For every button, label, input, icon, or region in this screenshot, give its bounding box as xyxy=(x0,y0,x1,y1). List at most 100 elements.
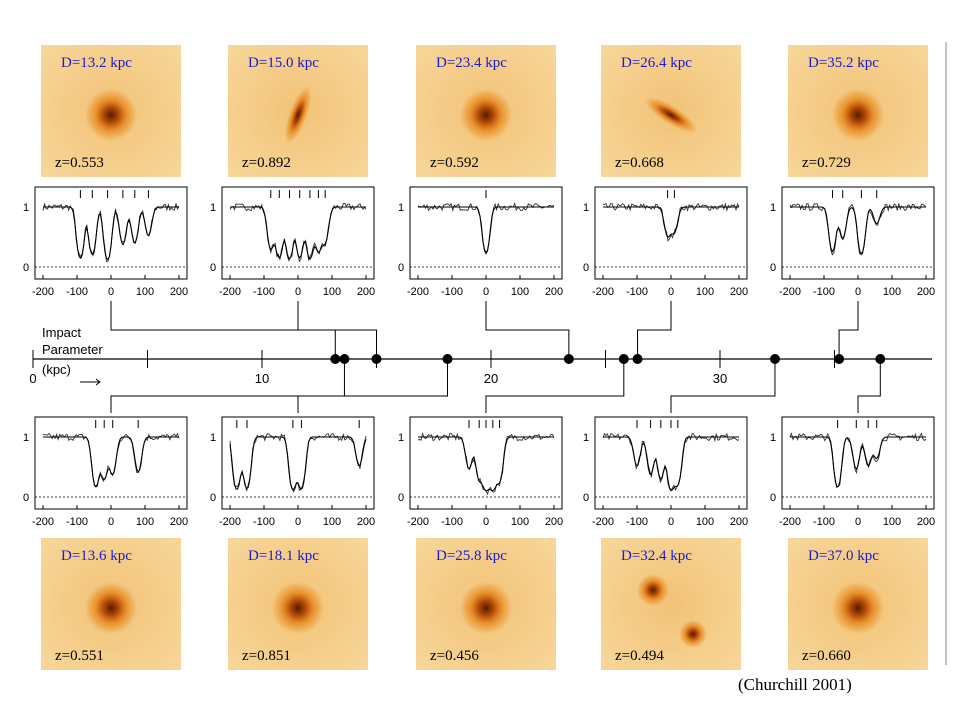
x-tick-label: -100 xyxy=(66,516,88,528)
x-tick-label: -200 xyxy=(779,516,801,528)
distance-label: D=35.2 kpc xyxy=(808,55,879,71)
x-tick-label: -200 xyxy=(407,516,429,528)
spectrum-model-line xyxy=(43,206,179,261)
spectrum-data-line xyxy=(789,203,927,256)
x-tick-label: -100 xyxy=(441,516,463,528)
y-tick-label: 0 xyxy=(210,492,216,504)
connector-g9 xyxy=(670,359,776,413)
spectrum-data-line xyxy=(42,432,180,488)
spectrum-frame xyxy=(781,186,935,280)
galaxy-blob xyxy=(645,97,697,133)
galaxy-blob xyxy=(85,89,137,141)
x-tick-label: 100 xyxy=(323,286,341,298)
x-tick-label: 100 xyxy=(883,286,901,298)
y-tick-label: 0 xyxy=(23,492,29,504)
spectrum-data-line xyxy=(789,432,927,489)
galaxy-blob xyxy=(832,582,884,634)
galaxy-blob xyxy=(284,86,312,144)
connector-g4 xyxy=(637,301,672,359)
connector-g2 xyxy=(297,301,377,359)
axis-label-line-2: Parameter xyxy=(42,342,103,357)
spectrum-data-line xyxy=(602,202,740,242)
connector-g5 xyxy=(838,301,859,359)
distance-label: D=32.4 kpc xyxy=(621,548,692,564)
galaxy-blob xyxy=(85,582,137,634)
spectrum-plot: 10-200 -100 0 100 200 xyxy=(583,186,748,298)
impact-marker xyxy=(632,354,643,364)
credit-text: (Churchill 2001) xyxy=(738,675,852,694)
axis-label-line-3: (kpc) xyxy=(42,362,71,377)
distance-label: D=13.6 kpc xyxy=(61,548,132,564)
impact-marker xyxy=(442,354,453,364)
redshift-label: z=0.892 xyxy=(242,155,291,171)
y-tick-label: 1 xyxy=(770,432,776,444)
x-tick-label: -200 xyxy=(592,516,614,528)
spectrum-model-line xyxy=(43,436,179,488)
spectrum-plot: 10-200 -100 0 100 200 xyxy=(770,416,935,528)
x-tick-label: 100 xyxy=(883,516,901,528)
x-tick-label: 200 xyxy=(730,516,748,528)
spectrum-frame xyxy=(221,186,375,280)
y-tick-label: 0 xyxy=(583,492,589,504)
x-tick-label: -200 xyxy=(32,286,54,298)
spectrum-frame xyxy=(34,186,188,280)
x-tick-label: 0 xyxy=(295,516,301,528)
x-tick-label: -100 xyxy=(626,286,648,298)
redshift-label: z=0.551 xyxy=(55,648,104,664)
redshift-label: z=0.851 xyxy=(242,648,291,664)
spectrum-model-line xyxy=(229,436,367,491)
y-tick-label: 0 xyxy=(398,492,404,504)
distance-label: D=15.0 kpc xyxy=(248,55,319,71)
spectrum-frame xyxy=(594,186,748,280)
galaxy-blob xyxy=(679,620,707,648)
galaxy-blob xyxy=(460,582,512,634)
x-tick-label: 100 xyxy=(136,286,154,298)
x-tick-label: 200 xyxy=(357,286,375,298)
x-tick-label: -200 xyxy=(779,286,801,298)
distance-label: D=23.4 kpc xyxy=(436,55,507,71)
redshift-label: z=0.660 xyxy=(802,648,851,664)
x-tick-label: 0 xyxy=(108,286,114,298)
x-tick-label: 0 xyxy=(668,516,674,528)
distance-label: D=26.4 kpc xyxy=(621,55,692,71)
redshift-label: z=0.553 xyxy=(55,155,104,171)
spectrum-data-line xyxy=(602,432,740,492)
spectrum-model-line xyxy=(418,206,554,255)
x-tick-label: 0 xyxy=(668,286,674,298)
spectrum-model-line xyxy=(790,206,926,256)
y-tick-label: 0 xyxy=(770,262,776,274)
x-tick-label: 0 xyxy=(483,516,489,528)
y-tick-label: 1 xyxy=(398,432,404,444)
connector-lines xyxy=(110,301,881,413)
galaxy-blob xyxy=(637,574,669,606)
connector-g8 xyxy=(485,359,625,413)
x-tick-label: 0 xyxy=(483,286,489,298)
spectrum-frame xyxy=(409,186,563,280)
spectrum-model-line xyxy=(790,436,926,488)
y-tick-label: 0 xyxy=(23,262,29,274)
y-tick-label: 1 xyxy=(770,202,776,214)
connector-g3 xyxy=(485,301,570,359)
axis-tick-label: 0 xyxy=(29,371,36,386)
y-tick-label: 1 xyxy=(23,432,29,444)
impact-marker xyxy=(339,354,350,364)
x-tick-label: 200 xyxy=(730,286,748,298)
y-tick-label: 1 xyxy=(210,432,216,444)
x-tick-label: 0 xyxy=(295,286,301,298)
x-tick-label: 200 xyxy=(545,286,563,298)
spectrum-plot: 10-200 -100 0 100 200 xyxy=(23,186,188,298)
x-tick-label: 100 xyxy=(511,516,529,528)
x-tick-label: -100 xyxy=(66,286,88,298)
axis-arrow-icon xyxy=(80,378,101,386)
redshift-label: z=0.494 xyxy=(615,648,664,664)
x-tick-label: 200 xyxy=(917,286,935,298)
y-tick-label: 1 xyxy=(583,432,589,444)
galaxy-blob xyxy=(832,89,884,141)
